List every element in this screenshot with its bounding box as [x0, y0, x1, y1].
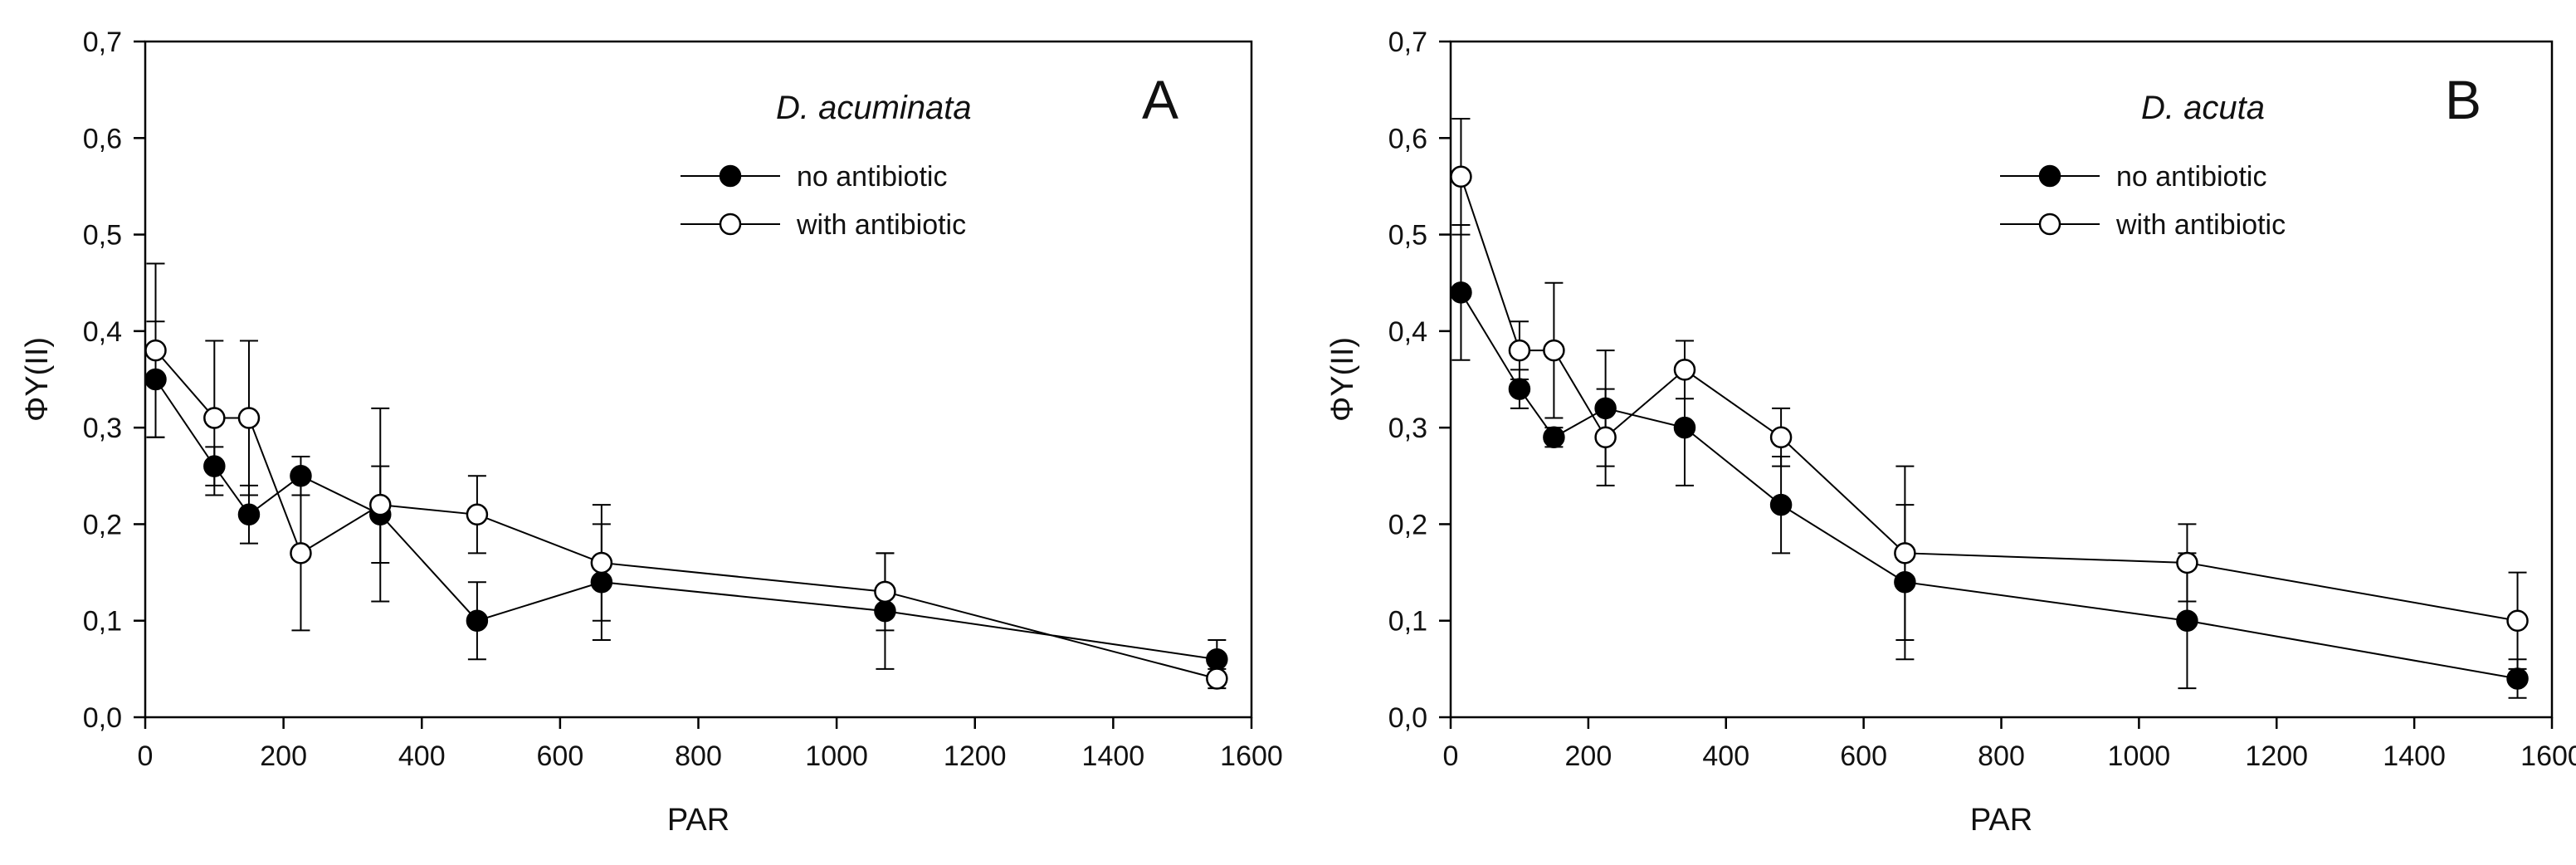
y-tick-label: 0,3	[83, 413, 122, 444]
panel-letter: B	[2445, 69, 2481, 130]
plot-frame	[1449, 40, 2554, 719]
plot-frame	[144, 40, 1253, 719]
x-tick-label: 200	[1565, 740, 1612, 772]
series-with-antibiotic	[1450, 118, 2529, 670]
series-line	[1460, 291, 2518, 680]
data-point	[1206, 667, 1228, 690]
data-point	[1769, 493, 1793, 516]
legend-marker	[719, 164, 742, 188]
series-line	[1460, 176, 2518, 622]
data-point	[590, 551, 613, 574]
x-tick-label: 0	[138, 740, 154, 772]
data-point	[1894, 542, 1916, 564]
x-tick-label: 1600	[1220, 740, 1283, 772]
species-label: D. acuminata	[776, 90, 972, 126]
series-with-antibiotic	[144, 262, 1228, 690]
x-tick-label: 800	[675, 740, 722, 772]
y-tick-label: 0,7	[83, 27, 122, 58]
data-point	[1594, 426, 1617, 449]
legend-label: no antibiotic	[2116, 161, 2266, 193]
y-tick-label: 0,2	[1388, 509, 1427, 540]
x-tick-label: 1400	[1082, 740, 1145, 772]
data-point	[1769, 426, 1793, 449]
data-point	[369, 493, 392, 516]
legend-label: with antibiotic	[2115, 209, 2286, 241]
data-point	[1508, 378, 1531, 400]
x-tick-label: 1000	[2108, 740, 2171, 772]
x-tick-label: 600	[1840, 740, 1887, 772]
y-tick-label: 0,4	[1388, 316, 1427, 348]
y-tick-label: 0,0	[1388, 702, 1427, 734]
series-no-antibiotic	[1450, 223, 2529, 699]
data-point	[1450, 165, 1472, 188]
data-point	[144, 339, 167, 362]
legend-marker	[2038, 213, 2061, 236]
y-tick-label: 0,6	[1388, 123, 1427, 154]
chart-panel-b: 0 200 400 600 800 1000 1200 1400 1600 0,0 0,1 0,2 0,…	[1325, 27, 2576, 838]
x-tick-label: 200	[260, 740, 307, 772]
data-point	[2176, 609, 2198, 632]
legend-marker	[719, 213, 742, 236]
y-tick-label: 0,6	[83, 123, 122, 154]
data-point	[2506, 667, 2529, 690]
x-tick-label: 400	[1702, 740, 1749, 772]
series-line	[154, 349, 1217, 680]
data-point	[466, 609, 489, 632]
y-tick-label: 0,1	[1388, 606, 1427, 638]
data-point	[1673, 416, 1696, 439]
data-point	[1543, 426, 1565, 449]
y-axis-title: ΦY(II)	[1325, 337, 1360, 422]
data-point	[2506, 609, 2529, 632]
data-point	[466, 503, 489, 526]
y-tick-label: 0,5	[83, 220, 122, 252]
y-tick-label: 0,1	[83, 606, 122, 638]
y-axis-title: ΦY(II)	[20, 337, 55, 422]
data-point	[237, 503, 261, 526]
legend-marker	[2038, 164, 2061, 188]
y-tick-label: 0,4	[83, 316, 122, 348]
y-tick-label: 0,7	[1388, 27, 1427, 58]
y-tick-label: 0,5	[1388, 220, 1427, 252]
x-tick-label: 1600	[2520, 740, 2576, 772]
data-point	[1206, 648, 1228, 671]
series-no-antibiotic	[144, 320, 1228, 680]
x-tick-label: 400	[398, 740, 446, 772]
x-tick-label: 1400	[2383, 740, 2446, 772]
data-point	[1543, 339, 1565, 362]
data-point	[874, 580, 896, 604]
x-tick-label: 800	[1978, 740, 2025, 772]
data-point	[1673, 359, 1696, 381]
y-tick-label: 0,3	[1388, 413, 1427, 444]
data-point	[2176, 551, 2198, 574]
data-point	[1450, 281, 1472, 304]
x-tick-label: 1000	[805, 740, 868, 772]
data-point	[203, 407, 226, 429]
legend-label: with antibiotic	[796, 209, 966, 241]
data-point	[290, 542, 312, 564]
x-tick-label: 0	[1443, 740, 1459, 772]
series-line	[154, 379, 1217, 661]
legend-label: no antibiotic	[797, 161, 947, 193]
species-label: D. acuta	[2141, 90, 2265, 126]
panel-letter: A	[1142, 69, 1178, 130]
x-tick-label: 1200	[2245, 740, 2308, 772]
y-tick-label: 0,2	[83, 509, 122, 540]
x-tick-label: 600	[537, 740, 584, 772]
data-point	[1508, 339, 1531, 362]
x-axis-title: PAR	[1970, 803, 2032, 838]
chart-panel-a: 0 200 400 600 800 1000 1200 1400 1600 0,0 0,1 0,2 0,…	[20, 27, 1283, 838]
y-tick-label: 0,0	[83, 702, 122, 734]
data-point	[237, 407, 261, 429]
x-tick-label: 1200	[944, 740, 1007, 772]
x-axis-title: PAR	[667, 803, 729, 838]
